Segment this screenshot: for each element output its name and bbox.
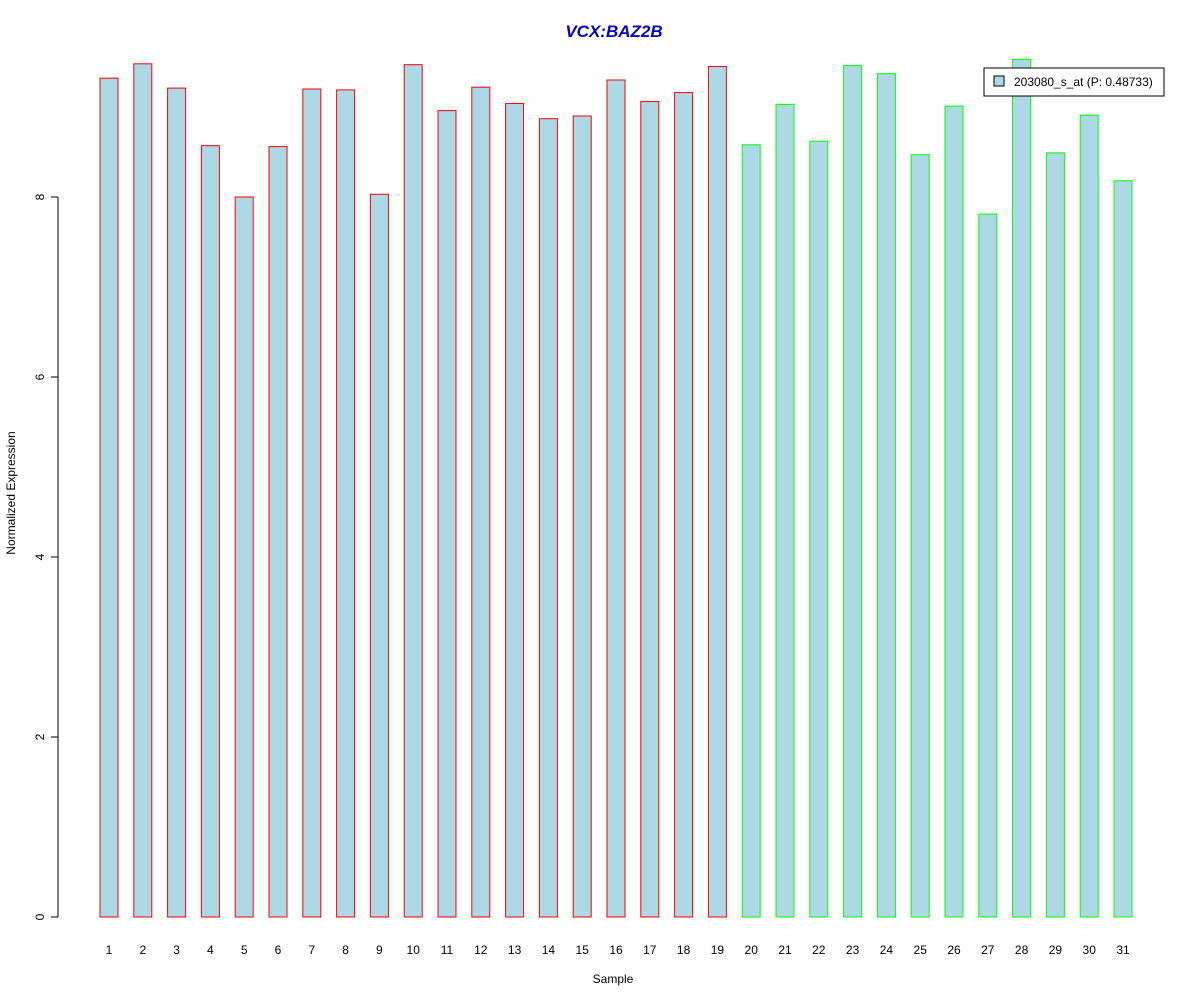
bar-sample-29: [1045, 152, 1065, 918]
legend-box: [983, 67, 1165, 97]
legend-label: 203080_s_at (P: 0.48733): [1014, 75, 1153, 89]
chart-title: VCX:BAZ2B: [565, 22, 662, 41]
y-tick-label: 0: [33, 913, 47, 920]
legend-swatch: [993, 75, 1005, 87]
x-tick-label: 24: [880, 943, 894, 957]
bar-sample-12: [471, 86, 491, 918]
bar-sample-3: [167, 87, 187, 918]
legend: 203080_s_at (P: 0.48733): [983, 67, 1165, 97]
x-tick-label: 29: [1049, 943, 1063, 957]
bar-sample-23: [843, 65, 863, 918]
bar-sample-13: [505, 102, 525, 918]
bar-sample-26: [944, 105, 964, 918]
x-tick-label: 4: [207, 943, 214, 957]
x-tick-label: 19: [711, 943, 725, 957]
x-tick-label: 31: [1116, 943, 1130, 957]
bar-sample-9: [369, 193, 389, 918]
x-tick-label: 3: [173, 943, 180, 957]
bar-sample-1: [99, 77, 119, 918]
x-axis-title: Sample: [593, 972, 634, 986]
x-tick-label: 20: [745, 943, 759, 957]
bar-sample-5: [234, 196, 254, 918]
y-tick-label: 2: [33, 733, 47, 740]
bar-sample-25: [910, 154, 930, 918]
bar-sample-2: [133, 63, 153, 918]
x-tick-label: 17: [643, 943, 657, 957]
bar-sample-30: [1079, 114, 1099, 918]
bar-sample-19: [707, 66, 727, 918]
x-tick-label: 7: [308, 943, 315, 957]
bar-sample-10: [403, 64, 423, 918]
bar-sample-18: [674, 92, 694, 918]
x-tick-label: 1: [106, 943, 113, 957]
x-tick-label: 15: [576, 943, 590, 957]
x-tick-label: 26: [947, 943, 961, 957]
bar-sample-27: [978, 213, 998, 918]
x-tick-label: 18: [677, 943, 691, 957]
bar-sample-7: [302, 88, 322, 918]
x-tick-label: 9: [376, 943, 383, 957]
bar-sample-20: [741, 144, 761, 918]
bar-sample-4: [200, 145, 220, 918]
x-tick-label: 10: [407, 943, 421, 957]
bar-sample-8: [336, 89, 356, 918]
x-tick-label: 12: [474, 943, 488, 957]
y-tick-label: 4: [33, 553, 47, 560]
y-tick-label: 6: [33, 373, 47, 380]
bar-sample-15: [572, 115, 592, 918]
bar-sample-6: [268, 146, 288, 918]
bar-sample-14: [538, 118, 558, 918]
x-tick-label: 2: [139, 943, 146, 957]
x-tick-label: 5: [241, 943, 248, 957]
x-tick-label: 22: [812, 943, 826, 957]
y-axis: 0 2 4 6 8: [33, 193, 59, 920]
x-tick-label: 30: [1083, 943, 1097, 957]
bar-sample-16: [606, 79, 626, 918]
bar-sample-31: [1113, 180, 1133, 918]
x-tick-label: 27: [981, 943, 995, 957]
bar-sample-22: [809, 140, 829, 918]
x-tick-label: 8: [342, 943, 349, 957]
x-tick-label: 28: [1015, 943, 1029, 957]
x-tick-label: 14: [542, 943, 556, 957]
bar-sample-21: [775, 103, 795, 918]
bar-sample-17: [640, 101, 660, 918]
x-tick-label: 25: [914, 943, 928, 957]
bar-sample-24: [876, 73, 896, 918]
x-tick-label: 21: [778, 943, 792, 957]
x-tick-label: 6: [275, 943, 282, 957]
x-tick-label: 11: [441, 943, 454, 957]
y-axis-title: Normalized Expression: [4, 431, 18, 554]
bar-sample-11: [437, 110, 457, 918]
x-tick-label: 23: [846, 943, 860, 957]
bar-sample-28: [1012, 58, 1032, 918]
x-tick-label: 13: [508, 943, 522, 957]
y-tick-label: 8: [33, 193, 47, 200]
bars-group: [99, 58, 1133, 918]
x-tick-label: 16: [609, 943, 623, 957]
x-tick-labels: 1 2 3 4 5 6 7 8 9 10 11 12 13 14 15 16 17 18 19 20 21 22 23 24 2…: [106, 943, 1130, 957]
